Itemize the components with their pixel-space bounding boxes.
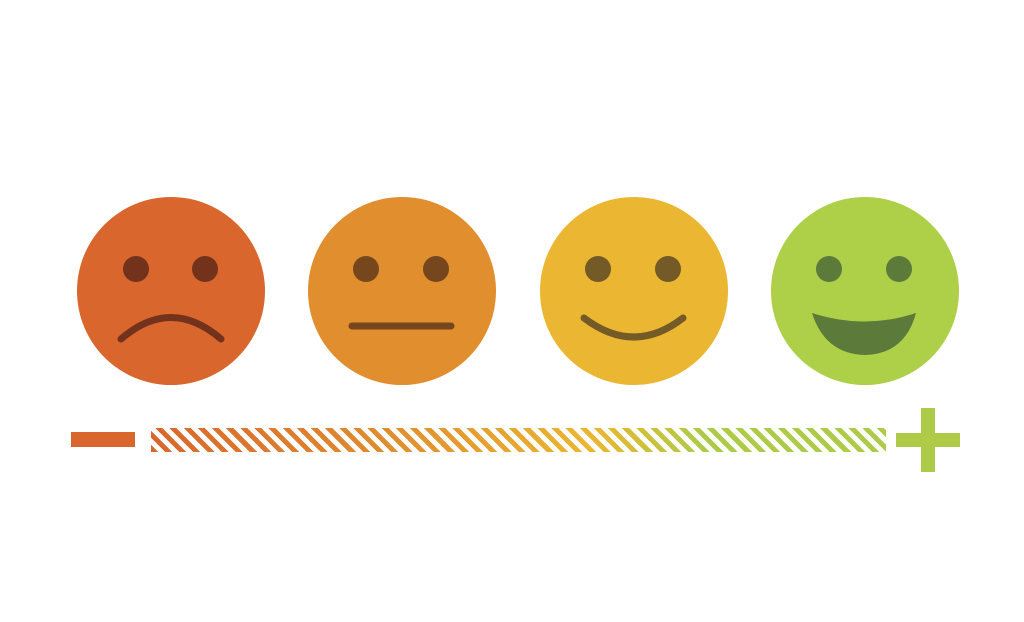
right-eye bbox=[655, 256, 681, 282]
right-eye bbox=[886, 256, 912, 282]
right-eye bbox=[423, 256, 449, 282]
plus-icon-vertical bbox=[921, 408, 935, 472]
grin-mouth bbox=[812, 313, 916, 355]
right-eye bbox=[192, 256, 218, 282]
very-happy-face[interactable] bbox=[771, 197, 959, 385]
frown-mouth bbox=[117, 314, 225, 343]
sad-face[interactable] bbox=[77, 197, 265, 385]
rating-gradient-bar bbox=[151, 428, 886, 452]
smile-mouth bbox=[580, 314, 687, 341]
left-eye bbox=[585, 256, 611, 282]
left-eye bbox=[816, 256, 842, 282]
left-eye bbox=[353, 256, 379, 282]
neutral-face[interactable] bbox=[308, 197, 496, 385]
left-eye bbox=[123, 256, 149, 282]
happy-face[interactable] bbox=[540, 197, 728, 385]
minus-icon bbox=[71, 432, 135, 447]
